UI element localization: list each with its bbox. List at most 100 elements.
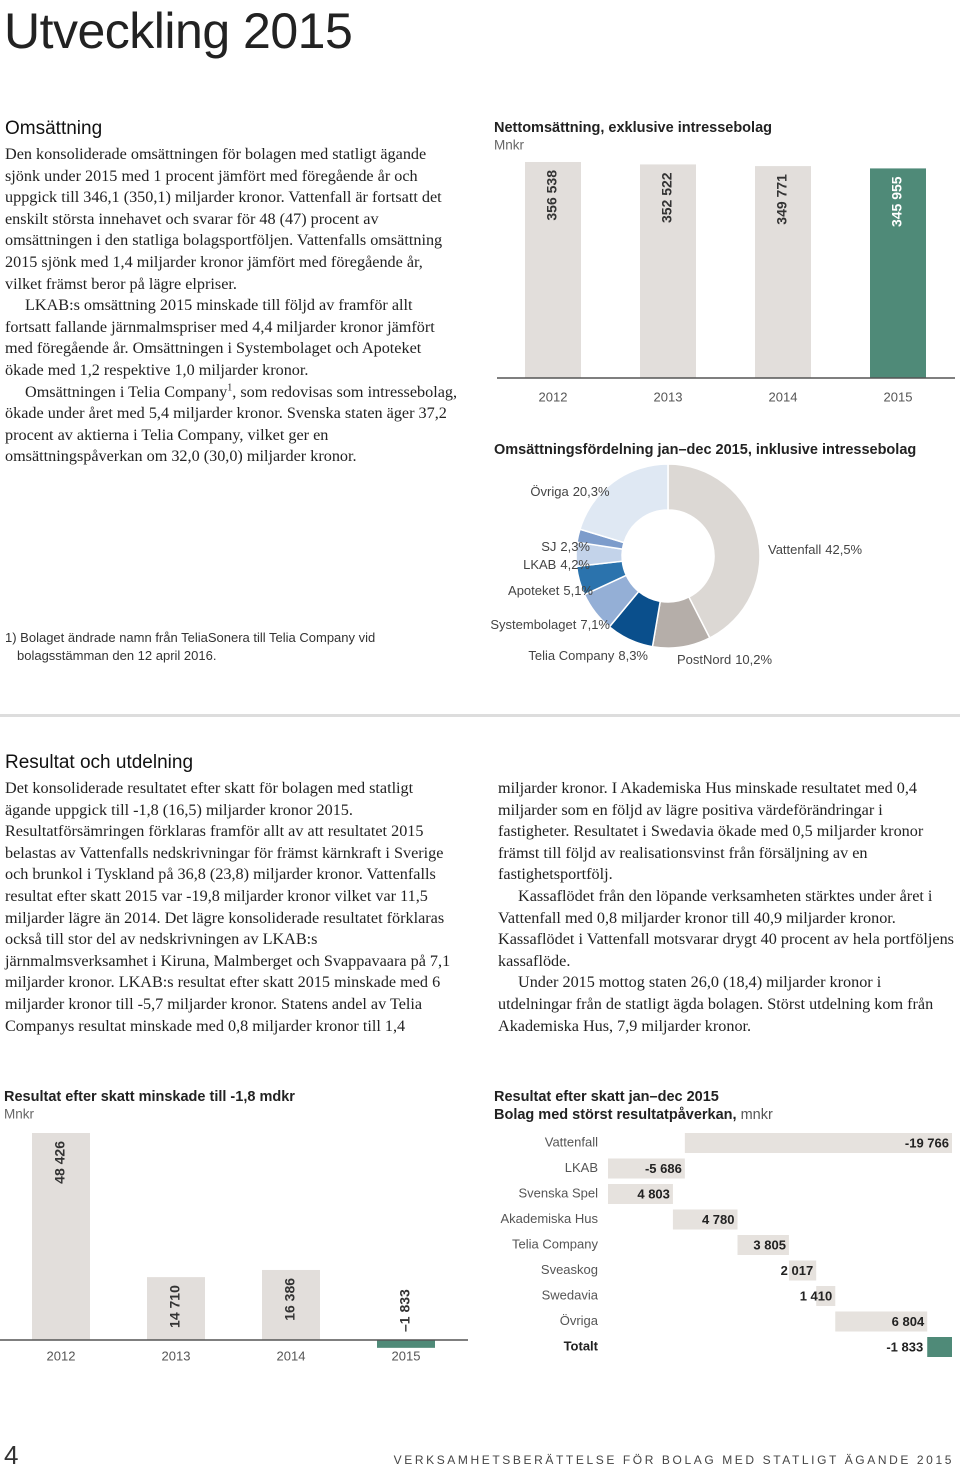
chart: Resultat efter skatt jan–dec 2015 Bolag … (494, 1089, 952, 1357)
value-label: 345 955 (889, 176, 905, 227)
value-label: 42,5% (825, 542, 862, 557)
category-label: Svenska Spel (519, 1185, 599, 1200)
subtitle: Bolag med störst resultatpåverkan, (494, 1107, 737, 1123)
x-tick-label: 2012 (539, 389, 568, 404)
category: SJ (541, 539, 556, 554)
publication-name: VERKSAMHETSBERÄTTELSE FÖR BOLAG MED STAT… (393, 1453, 954, 1467)
value-label: 8,3% (618, 648, 648, 663)
bar (640, 164, 696, 378)
chart-title: Resultat efter skatt minskade till -1,8 … (4, 1089, 295, 1105)
value-label: 2 017 (781, 1263, 814, 1278)
resultat-text: Det konsoliderade resultatet efter skatt… (5, 778, 955, 1068)
bar (737, 1235, 789, 1255)
value-label: 14 710 (167, 1285, 183, 1328)
bar (788, 1260, 817, 1281)
slice-label: LKAB 4,2% (523, 557, 590, 572)
x-tick-label: 2013 (162, 1348, 191, 1363)
value-label: 16 386 (282, 1278, 298, 1321)
value-label: 20,3% (573, 484, 610, 499)
category-label: LKAB (565, 1160, 598, 1175)
value-label: –1 833 (397, 1289, 413, 1332)
category: Övriga (530, 484, 569, 499)
slice-label: Telia Company 8,3% (528, 648, 648, 663)
value-label: 3 805 (753, 1237, 786, 1252)
value-label: -5 686 (645, 1161, 682, 1176)
bar (525, 162, 581, 378)
slice-label: Apoteket 5,1% (508, 583, 593, 598)
paragraph: Den konsoliderade omsättningen för bolag… (5, 145, 443, 293)
paragraph: Omsättningen i Telia Company1, som redov… (5, 382, 460, 468)
omsattning-section: Omsättning Den konsoliderade omsättninge… (5, 118, 460, 468)
category: PostNord (677, 652, 731, 667)
page-number: 4 (4, 1440, 19, 1470)
category-label: Totalt (564, 1338, 599, 1353)
chart-title: Omsättningsfördelning jan–dec 2015, inkl… (494, 442, 916, 458)
value-label: 5,1% (563, 583, 593, 598)
bar (684, 1133, 952, 1153)
category-label: Swedavia (542, 1287, 599, 1302)
category-label: Övriga (560, 1313, 599, 1328)
slice-label: PostNord 10,2% (677, 652, 773, 667)
bar (816, 1286, 836, 1306)
slice-label: Systembolaget 7,1% (490, 617, 610, 632)
bar (377, 1340, 435, 1348)
value-label: -19 766 (905, 1135, 949, 1150)
category-label: Sveaskog (541, 1262, 598, 1277)
bar (147, 1277, 205, 1340)
footnote: 1) Bolaget ändrade namn från TeliaSonera… (5, 630, 376, 663)
note-ref: 1 (227, 382, 233, 394)
value-label: 10,2% (735, 652, 772, 667)
value-label: 6 804 (892, 1314, 925, 1329)
bar (262, 1269, 320, 1340)
text: Omsättningen i Telia Company (25, 382, 228, 401)
slice-label: Övriga 20,3% (530, 484, 610, 499)
paragraph: Kassaflödet från den löpande verksamhete… (498, 886, 954, 970)
unit: mnkr (741, 1107, 773, 1123)
value-label: 356 538 (544, 170, 560, 221)
pie-slice (579, 463, 669, 544)
category-label: Telia Company (512, 1236, 598, 1251)
value-label: 349 771 (774, 174, 790, 225)
chart-subtitle: Mnkr (4, 1107, 35, 1122)
value-label: 4,2% (560, 557, 590, 572)
value-label: -1 833 (886, 1339, 923, 1354)
section-heading: Omsättning (5, 118, 103, 139)
category: Systembolaget (490, 617, 576, 632)
bar (608, 1158, 685, 1179)
category: Telia Company (528, 648, 614, 663)
bar (927, 1337, 952, 1357)
bar (32, 1133, 90, 1340)
category-label: Vattenfall (545, 1134, 598, 1149)
x-tick-label: 2015 (884, 389, 913, 404)
chart: Resultat efter skatt minskade till -1,8 … (0, 1089, 468, 1363)
pie-slice (667, 463, 761, 639)
bar (608, 1184, 673, 1204)
paragraph: Under 2015 mottog staten 26,0 (18,4) mil… (498, 973, 934, 1035)
x-tick-label: 2013 (654, 389, 683, 404)
x-tick-label: 2014 (769, 389, 798, 404)
bar (672, 1209, 738, 1230)
chart-title: Resultat efter skatt jan–dec 2015 (494, 1089, 719, 1105)
slice-label: Vattenfall 42,5% (768, 542, 863, 557)
x-tick-label: 2012 (47, 1348, 76, 1363)
bar (835, 1311, 928, 1332)
slice-label: SJ 2,3% (541, 539, 590, 554)
chart: Omsättningsfördelning jan–dec 2015, inkl… (490, 442, 916, 668)
x-tick-label: 2015 (392, 1348, 421, 1363)
paragraph: Det konsoliderade resultatet efter skatt… (5, 779, 924, 1035)
category: Apoteket (508, 583, 560, 598)
bar (870, 168, 926, 378)
chart-subtitle: Mnkr (494, 138, 525, 153)
paragraph: LKAB:s omsättning 2015 minskade till föl… (5, 296, 435, 379)
chart-subtitle: Bolag med störst resultatpåverkan, mnkr (494, 1107, 773, 1123)
value-label: 4 780 (702, 1212, 735, 1227)
category-label: Akademiska Hus (500, 1211, 598, 1226)
value-label: 352 522 (659, 172, 675, 223)
x-tick-label: 2014 (277, 1348, 306, 1363)
chart-title: Nettomsättning, exklusive intressebolag (494, 120, 772, 136)
separator (0, 714, 960, 717)
value-label: 4 803 (637, 1186, 670, 1201)
category: Vattenfall (768, 542, 821, 557)
